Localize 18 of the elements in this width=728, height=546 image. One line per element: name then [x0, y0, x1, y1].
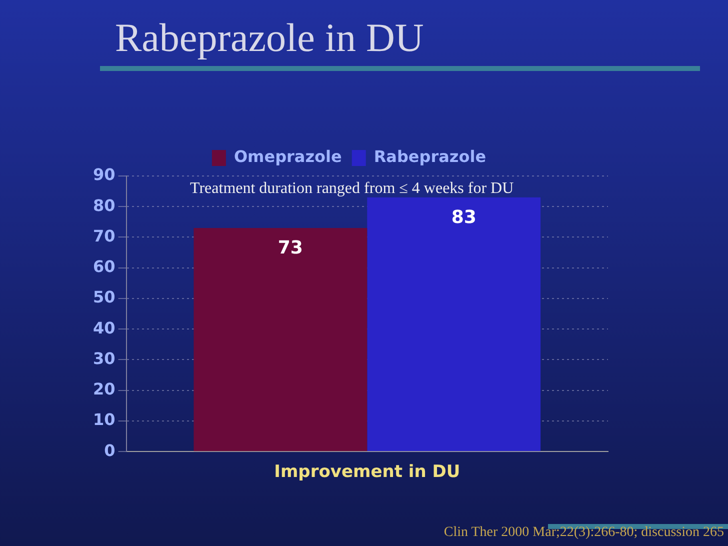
- chart-title: Rabeprazole in DU: [115, 14, 424, 61]
- legend-label: Omeprazole: [234, 147, 342, 166]
- y-tick-label: 90: [93, 165, 116, 184]
- x-tick-label: Improvement in DU: [274, 462, 460, 482]
- y-tick-label: 50: [93, 288, 116, 307]
- y-tick-label: 40: [93, 318, 116, 338]
- legend-label: Rabeprazole: [374, 147, 486, 166]
- annotation: Treatment duration ranged from ≤ 4 weeks for DU: [190, 179, 515, 199]
- y-tick-label: 10: [93, 410, 116, 430]
- data-label: 73: [278, 238, 303, 259]
- y-tick-label: 0: [104, 440, 116, 460]
- text: Clin Ther 2000 Mar;22(3):266-80; discussion 265: [444, 525, 724, 541]
- y-tick-label: 70: [93, 226, 116, 246]
- y-tick-label: 30: [93, 348, 116, 368]
- y-tick-label: 20: [93, 380, 116, 399]
- y-tick-label: 60: [93, 257, 116, 276]
- y-tick-label: 80: [93, 196, 116, 215]
- data-label: 83: [451, 207, 476, 228]
